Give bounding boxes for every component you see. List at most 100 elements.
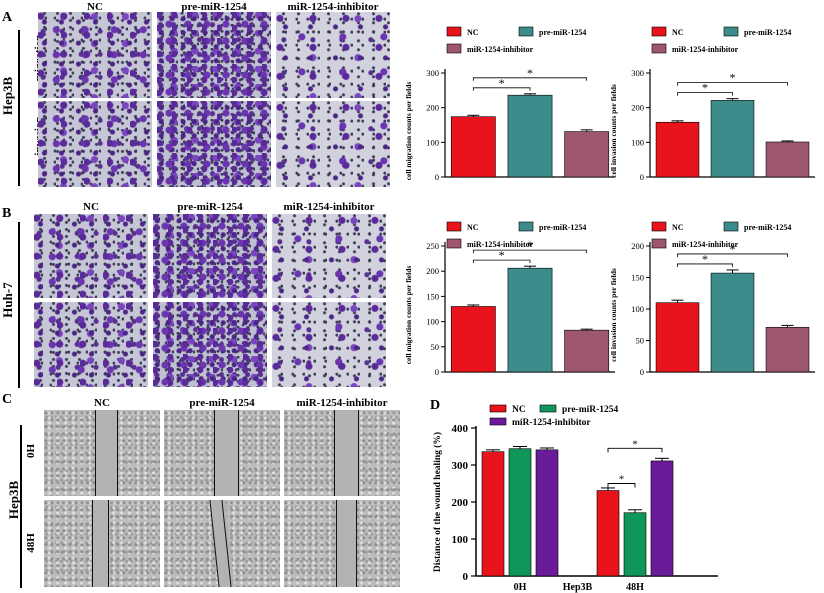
significance-star: * (702, 252, 708, 266)
micrograph-a-inhibitor-invasion (276, 101, 390, 187)
bar-pre-miR-1254 (710, 272, 755, 373)
wound-edge (238, 410, 239, 496)
y-tick-label: 250 (426, 241, 439, 251)
significance-star: * (499, 248, 505, 262)
wound-image-pre-0h (164, 410, 280, 496)
legend-swatch (651, 26, 667, 37)
significance-bracket (472, 77, 588, 81)
wound-gap (334, 410, 358, 496)
wound-edge (95, 410, 96, 496)
significance-bracket (677, 82, 788, 86)
panel-c-row-48h: 48H (25, 533, 37, 553)
legend-swatch (651, 238, 667, 249)
micrograph-a-nc-invasion (38, 101, 152, 187)
wound-edge (214, 410, 215, 496)
wound-image-inhibitor-0h (284, 410, 400, 496)
wound-gap (92, 500, 108, 587)
y-tick-label: 50 (431, 342, 440, 352)
bar-miR-1254-inhibitor (765, 326, 810, 373)
wound-gap (336, 500, 356, 587)
panel-c-col-inhibitor: miR-1254-inhibitor (296, 397, 388, 409)
y-tick-label: 200 (426, 103, 439, 113)
panel-letter-a: A (2, 10, 13, 25)
panel-a-col-nc: NC (87, 1, 103, 13)
wound-image-nc-0h (44, 410, 160, 496)
panel-c-row-0h: 0H (25, 443, 37, 459)
y-tick-label: 400 (452, 423, 469, 435)
legend-label: pre-miR-1254 (744, 28, 791, 37)
legend-swatch (651, 43, 667, 54)
micrograph-b-pre-migration (153, 214, 267, 298)
legend-label: miR-1254-inhibitor (672, 45, 739, 54)
y-tick-label: 200 (631, 103, 644, 113)
x-axis-mid-label: Hep3B (563, 582, 593, 593)
chart-a-invasion: NC pre-miR-1254 miR-1254-inhibitor 0 100 200 3… (610, 26, 815, 182)
wound-edge (108, 500, 109, 587)
significance-bracket (472, 87, 531, 91)
legend-label: pre-miR-1254 (562, 405, 619, 415)
bar-NC (450, 116, 496, 178)
y-tick-label: 200 (452, 497, 469, 509)
y-tick-label: 100 (452, 534, 469, 546)
chart-b-invasion: NC pre-miR-1254 miR-1254-inhibitor 0 50 100 15… (610, 221, 815, 377)
panel-a-cell-line: Hep3B (0, 76, 15, 116)
panel-b-col-inhibitor: miR-1254-inhibitor (283, 201, 375, 213)
y-tick-label: 150 (631, 273, 644, 283)
significance-star: * (730, 71, 736, 85)
y-tick-label: 0 (435, 172, 439, 182)
y-axis-label: cell invasion counts per fields (610, 84, 618, 178)
y-tick-label: 0 (463, 571, 469, 583)
micrograph-b-pre-invasion (153, 302, 267, 387)
y-axis-label: Distance of the wound healing (%) (432, 432, 443, 572)
wound-edge (356, 500, 357, 587)
significance-star: * (730, 242, 736, 256)
significance-star: * (527, 238, 533, 252)
y-tick-label: 100 (631, 304, 644, 314)
chart-b-migration: NC pre-miR-1254 miR-1254-inhibitor 0 50 100 15… (404, 221, 615, 377)
legend-swatch (651, 221, 667, 232)
y-tick-label: 200 (426, 266, 439, 276)
micrograph-a-inhibitor-migration (276, 12, 390, 98)
legend-label: miR-1254-inhibitor (467, 45, 534, 54)
micrograph-b-inhibitor-invasion (272, 302, 386, 387)
wound-image-nc-48h (44, 500, 160, 587)
y-axis-label: cell migration counts per fields (404, 82, 413, 181)
bar-miR-1254-inhibitor (564, 131, 610, 178)
panel-letter-b: B (2, 206, 12, 221)
micrograph-a-pre-invasion (157, 101, 271, 187)
micrograph-b-nc-migration (34, 214, 148, 298)
legend-swatch (446, 26, 462, 37)
bar-miR-1254-inhibitor-48H (650, 460, 674, 577)
panel-a-bracket (18, 30, 20, 186)
legend-label: NC (467, 223, 479, 232)
significance-bracket (677, 263, 733, 267)
micrograph-b-inhibitor-migration (272, 214, 386, 298)
micrograph-a-nc-migration (38, 12, 152, 98)
wound-gap (95, 410, 117, 496)
legend-swatch (489, 404, 507, 413)
x-group-label: 48H (626, 582, 644, 593)
legend-label: miR-1254-inhibitor (672, 240, 739, 249)
panel-a-col-inhibitor: miR-1254-inhibitor (287, 1, 379, 13)
wound-edge (117, 410, 118, 496)
y-tick-label: 300 (631, 68, 644, 78)
legend-label: NC (672, 28, 684, 37)
bar-pre-miR-1254 (507, 267, 553, 373)
legend-label: pre-miR-1254 (744, 223, 791, 232)
chart-a-migration: NC pre-miR-1254 miR-1254-inhibitor 0 100 200 3… (404, 26, 615, 182)
significance-star: * (619, 474, 625, 486)
bar-NC (655, 121, 700, 178)
y-tick-label: 100 (426, 317, 439, 327)
legend-swatch (489, 417, 507, 426)
panel-b-cell-line: Huh-7 (0, 282, 15, 318)
significance-bracket (607, 447, 663, 453)
significance-star: * (499, 76, 505, 90)
bar-NC-48H (596, 490, 620, 577)
legend-swatch (723, 221, 739, 232)
legend-label: pre-miR-1254 (539, 223, 586, 232)
bar-NC (655, 302, 700, 373)
significance-bracket (607, 483, 636, 488)
significance-bracket (472, 249, 588, 254)
wound-edge (92, 500, 93, 587)
legend-swatch (518, 26, 534, 37)
